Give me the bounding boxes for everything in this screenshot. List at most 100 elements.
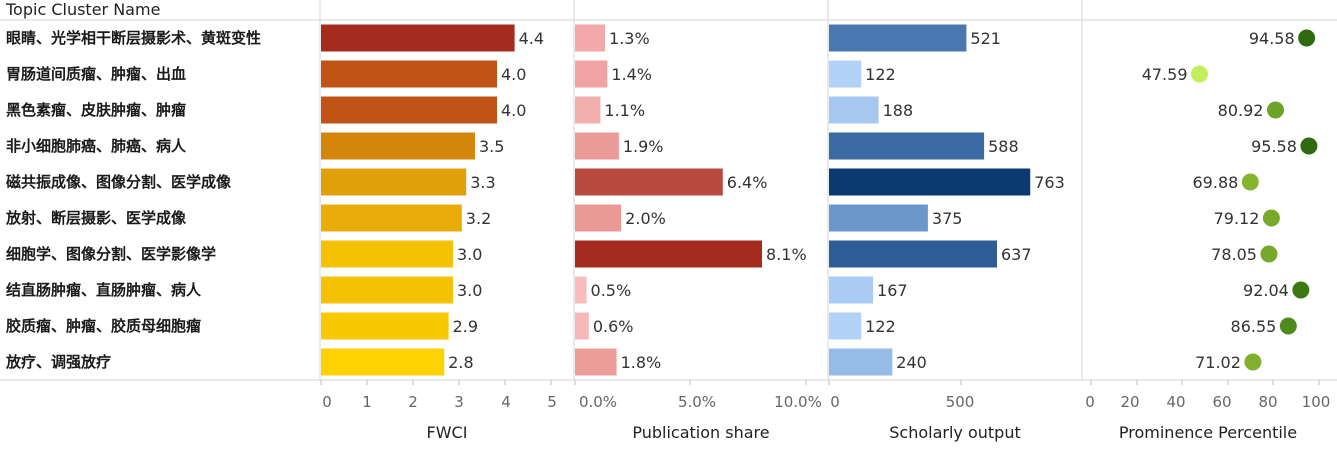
data-label: 763 — [1034, 173, 1065, 192]
data-label: 588 — [988, 137, 1019, 156]
bar-2 — [829, 348, 893, 376]
data-label: 0.6% — [593, 317, 634, 336]
data-point — [1262, 209, 1280, 227]
data-label: 521 — [970, 29, 1001, 48]
bar-1 — [575, 24, 606, 52]
bar-1 — [575, 204, 622, 232]
data-label: 94.58 — [1249, 29, 1295, 48]
tick-label: 0 — [322, 393, 332, 411]
bar-2 — [829, 312, 862, 340]
data-label: 92.04 — [1243, 281, 1289, 300]
data-label: 8.1% — [766, 245, 807, 264]
bar-1 — [575, 276, 587, 304]
axis-title: Scholarly output — [889, 423, 1020, 442]
data-label: 1.4% — [611, 65, 652, 84]
data-label: 122 — [865, 317, 896, 336]
data-label: 69.88 — [1193, 173, 1239, 192]
bar-0 — [321, 24, 515, 52]
data-point — [1298, 29, 1316, 47]
data-label: 167 — [877, 281, 908, 300]
data-point — [1244, 353, 1262, 371]
bar-0 — [321, 168, 467, 196]
row-label: 胃肠道间质瘤、肿瘤、出血 — [6, 65, 186, 83]
data-label: 1.8% — [621, 353, 662, 372]
row-label: 眼睛、光学相干断层摄影术、黄斑变性 — [6, 29, 261, 47]
bar-0 — [321, 60, 497, 88]
tick-label: 0.0% — [579, 393, 617, 411]
bar-2 — [829, 276, 874, 304]
bar-0 — [321, 348, 445, 376]
tick-label: 4 — [501, 393, 511, 411]
tick-label: 5.0% — [678, 393, 716, 411]
bar-0 — [321, 204, 462, 232]
data-label: 3.0 — [457, 281, 482, 300]
bar-2 — [829, 168, 1031, 196]
data-label: 3.5 — [479, 137, 504, 156]
row-label: 胶质瘤、肿瘤、胶质母细胞瘤 — [6, 317, 201, 335]
bar-0 — [321, 96, 497, 124]
row-label: 磁共振成像、图像分割、医学成像 — [6, 173, 232, 191]
data-point — [1279, 317, 1297, 335]
bar-2 — [829, 204, 928, 232]
row-label: 放疗、调强放疗 — [5, 353, 111, 371]
data-label: 4.0 — [501, 65, 526, 84]
data-label: 78.05 — [1211, 245, 1257, 264]
bar-1 — [575, 168, 723, 196]
data-label: 2.0% — [625, 209, 666, 228]
axis-title: Prominence Percentile — [1119, 423, 1297, 442]
data-label: 4.4 — [519, 29, 544, 48]
data-label: 2.8 — [448, 353, 473, 372]
data-point — [1266, 101, 1284, 119]
tick-label: 0 — [1085, 393, 1095, 411]
tick-label: 5 — [547, 393, 557, 411]
data-point — [1241, 173, 1259, 191]
data-label: 1.1% — [604, 101, 645, 120]
tick-label: 100 — [1302, 393, 1331, 411]
data-point — [1300, 137, 1318, 155]
bar-2 — [829, 60, 862, 88]
tick-label: 20 — [1120, 393, 1139, 411]
data-label: 1.3% — [609, 29, 650, 48]
data-label: 79.12 — [1214, 209, 1260, 228]
data-label: 71.02 — [1195, 353, 1241, 372]
bar-0 — [321, 132, 475, 160]
data-label: 6.4% — [727, 173, 768, 192]
data-label: 3.0 — [457, 245, 482, 264]
bar-2 — [829, 132, 985, 160]
tick-label: 40 — [1166, 393, 1185, 411]
bar-1 — [575, 60, 608, 88]
bar-0 — [321, 240, 453, 268]
tick-label: 60 — [1212, 393, 1231, 411]
tick-label: 3 — [454, 393, 464, 411]
data-label: 2.9 — [453, 317, 478, 336]
bar-2 — [829, 24, 967, 52]
data-label: 3.3 — [470, 173, 495, 192]
tick-label: 2 — [408, 393, 418, 411]
tick-label: 0 — [830, 393, 840, 411]
axis-title: Publication share — [632, 423, 769, 442]
row-label: 细胞学、图像分割、医学影像学 — [6, 245, 216, 263]
data-label: 3.2 — [466, 209, 491, 228]
bar-1 — [575, 132, 619, 160]
data-label: 4.0 — [501, 101, 526, 120]
bar-1 — [575, 312, 589, 340]
bar-1 — [575, 96, 601, 124]
data-point — [1292, 281, 1310, 299]
data-label: 80.92 — [1218, 101, 1264, 120]
data-point — [1260, 245, 1278, 263]
bar-0 — [321, 276, 453, 304]
tick-label: 1 — [362, 393, 372, 411]
row-label: 非小细胞肺癌、肺癌、病人 — [6, 137, 187, 155]
bar-2 — [829, 96, 879, 124]
row-label: 黑色素瘤、皮肤肿瘤、肿瘤 — [6, 101, 186, 119]
data-label: 122 — [865, 65, 896, 84]
bar-1 — [575, 348, 617, 376]
bar-0 — [321, 312, 449, 340]
tick-label: 80 — [1258, 393, 1277, 411]
data-label: 47.59 — [1142, 65, 1188, 84]
row-label: 结直肠肿瘤、直肠肿瘤、病人 — [6, 281, 202, 299]
bar-1 — [575, 240, 763, 268]
data-label: 240 — [896, 353, 927, 372]
data-label: 637 — [1001, 245, 1032, 264]
